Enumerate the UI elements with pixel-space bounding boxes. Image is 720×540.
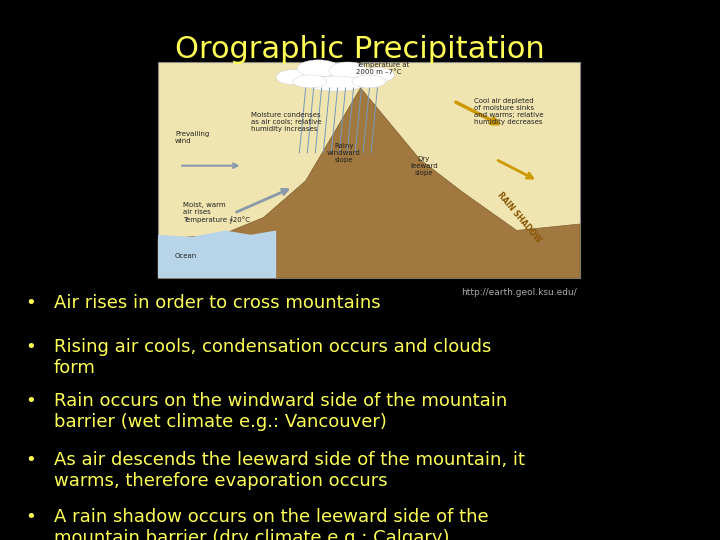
Text: Orographic Precipitation: Orographic Precipitation bbox=[175, 36, 545, 64]
FancyBboxPatch shape bbox=[158, 62, 580, 278]
Ellipse shape bbox=[361, 68, 395, 83]
Text: Cool air depleted
of moisture sinks
and warms; relative
humidity decreases: Cool air depleted of moisture sinks and … bbox=[474, 98, 544, 125]
Text: •: • bbox=[25, 294, 36, 312]
Text: A rain shadow occurs on the leeward side of the
mountain barrier (dry climate e.: A rain shadow occurs on the leeward side… bbox=[54, 508, 489, 540]
Ellipse shape bbox=[329, 62, 367, 79]
Text: Rain occurs on the windward side of the mountain
barrier (wet climate e.g.: Vanc: Rain occurs on the windward side of the … bbox=[54, 392, 508, 431]
Text: Prevailing
wind: Prevailing wind bbox=[175, 131, 209, 144]
Text: Temperature at
2000 m –7°C: Temperature at 2000 m –7°C bbox=[356, 62, 410, 75]
Text: Moisture condenses
as air cools; relative
humidity increases: Moisture condenses as air cools; relativ… bbox=[251, 112, 321, 132]
Text: Rainy
windward
slope: Rainy windward slope bbox=[327, 143, 361, 163]
Text: •: • bbox=[25, 508, 36, 525]
Text: http://earth.geol.ksu.edu/: http://earth.geol.ksu.edu/ bbox=[461, 288, 577, 296]
Ellipse shape bbox=[306, 76, 365, 91]
Text: Dry
leeward
slope: Dry leeward slope bbox=[410, 156, 438, 176]
Text: Ocean: Ocean bbox=[175, 253, 197, 259]
Text: Air rises in order to cross mountains: Air rises in order to cross mountains bbox=[54, 294, 381, 312]
Polygon shape bbox=[158, 88, 580, 278]
Text: Moist, warm
air rises
Temperature ∲20°C: Moist, warm air rises Temperature ∲20°C bbox=[184, 202, 251, 224]
Polygon shape bbox=[158, 231, 276, 278]
Text: As air descends the leeward side of the mountain, it
warms, therefore evaporatio: As air descends the leeward side of the … bbox=[54, 451, 525, 490]
Text: •: • bbox=[25, 451, 36, 469]
Ellipse shape bbox=[276, 70, 310, 85]
Text: •: • bbox=[25, 392, 36, 409]
Text: RAIN SHADOW: RAIN SHADOW bbox=[495, 191, 542, 245]
Ellipse shape bbox=[352, 75, 386, 88]
Ellipse shape bbox=[297, 60, 339, 77]
Text: Rising air cools, condensation occurs and clouds
form: Rising air cools, condensation occurs an… bbox=[54, 338, 491, 377]
Ellipse shape bbox=[293, 75, 327, 88]
Text: •: • bbox=[25, 338, 36, 355]
